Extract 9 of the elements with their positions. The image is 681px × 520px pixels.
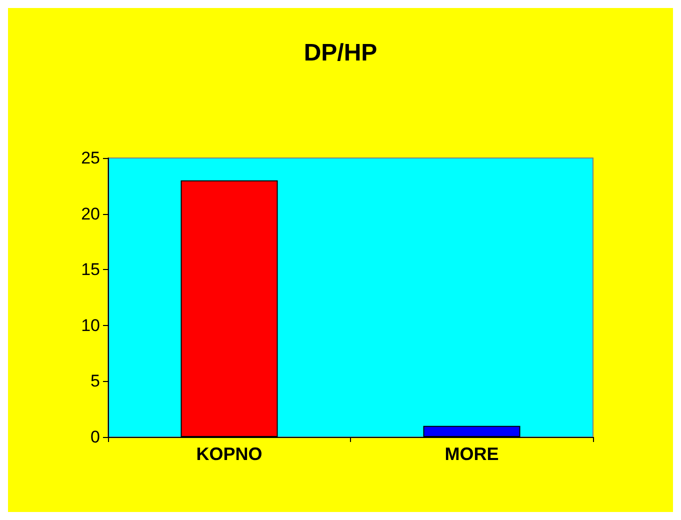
x-tick-label: MORE <box>444 444 499 464</box>
y-tick-label: 5 <box>90 372 100 391</box>
x-tick-label: KOPNO <box>196 444 262 464</box>
y-tick-label: 20 <box>81 204 100 224</box>
y-tick-label: 10 <box>81 316 100 335</box>
chart-title: DP/HP <box>304 40 378 66</box>
y-tick-label: 0 <box>90 428 100 446</box>
y-tick-label: 15 <box>81 260 100 280</box>
y-tick-label: 25 <box>81 148 100 168</box>
